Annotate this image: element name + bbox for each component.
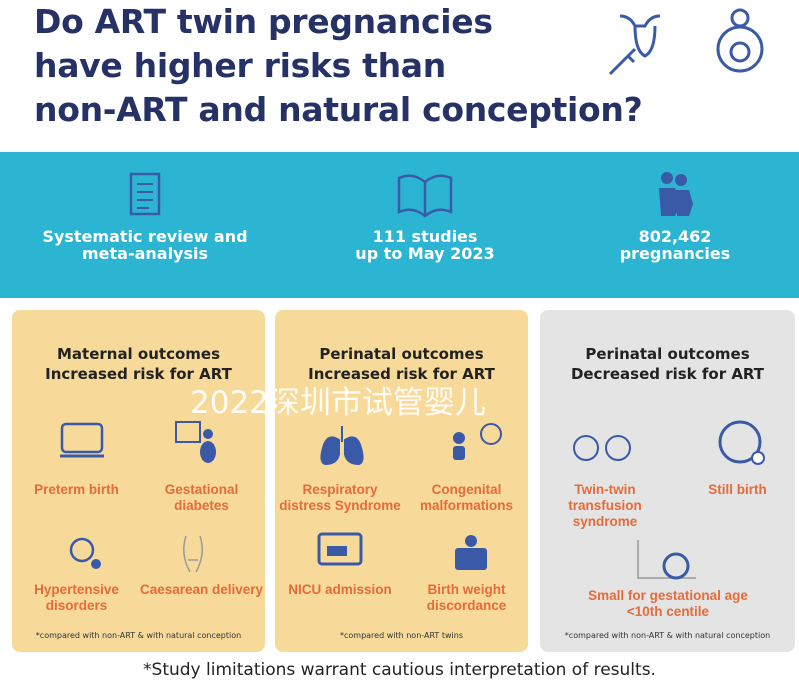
outcome-congenital-malformations: Congenital malformations [419, 482, 514, 513]
glucose-pregnant-icon [175, 421, 216, 463]
outcome-birth-weight-discordance: Birth weight discordance [426, 582, 507, 613]
card-note: *compared with non-ART twins [339, 631, 463, 640]
card-perinatal-increased: Perinatal outcomes Increased risk for ART… [275, 310, 528, 652]
outcome-preterm-birth: Preterm birth [34, 482, 119, 497]
card-perinatal-decreased: Perinatal outcomes Decreased risk for ART… [540, 310, 795, 652]
pregnant-women-icon [659, 172, 693, 216]
outcome-small-for-gestational-age: Small for gestational age <10th centile [588, 588, 748, 619]
card-maternal-outcomes: Maternal outcomes Increased risk for ART … [12, 310, 265, 652]
clipboard-checklist-icon [129, 172, 161, 216]
weight-scale-icon [455, 535, 487, 570]
page-title: Do ART twin pregnancies have higher risk… [34, 2, 643, 129]
outcome-still-birth: Still birth [708, 482, 767, 497]
card-heading: Maternal outcomes Increased risk for ART [45, 345, 232, 383]
footer-disclaimer: *Study limitations warrant cautious inte… [143, 660, 656, 680]
lungs-icon [320, 426, 364, 466]
watermark: 2022深圳市试管婴儿 [190, 385, 486, 421]
card-heading: Perinatal outcomes Increased risk for ART [308, 345, 495, 383]
outcome-nicu-admission: NICU admission [288, 582, 392, 597]
outcome-caesarean-delivery: Caesarean delivery [139, 582, 264, 597]
card-note: *compared with non-ART & with natural co… [35, 631, 242, 640]
blood-pressure-icon [69, 537, 101, 569]
outcome-hypertensive-disorders: Hypertensive disorders [34, 582, 119, 613]
stat-studies: 111 studies up to May 2023 [300, 152, 550, 262]
outcome-respiratory-distress: Respiratory distress Syndrome [279, 482, 401, 513]
card-note: *compared with non-ART & with natural co… [564, 631, 771, 640]
outcome-gestational-diabetes: Gestational diabetes [164, 482, 239, 513]
top-icons [600, 4, 780, 88]
nicu-incubator-icon [317, 532, 363, 566]
outcome-twin-transfusion: Twin-twin transfusion syndrome [568, 482, 642, 529]
card-heading: Perinatal outcomes Decreased risk for ART [570, 345, 765, 383]
summary-band: Systematic review and meta-analysis 111 s… [0, 152, 799, 298]
caesarean-icon [183, 535, 203, 573]
open-book-icon [397, 174, 453, 218]
stat-pregnancies: 802,462 pregnancies [550, 152, 799, 262]
baby-malformation-icon [453, 423, 502, 460]
twin-fetuses-icon [573, 435, 631, 461]
incubator-icon [60, 422, 104, 458]
uterus-syringe-icon [608, 8, 764, 76]
growth-chart-icon [637, 540, 696, 580]
stat-review: Systematic review and meta-analysis [20, 152, 270, 262]
stillbirth-icon [718, 420, 765, 465]
